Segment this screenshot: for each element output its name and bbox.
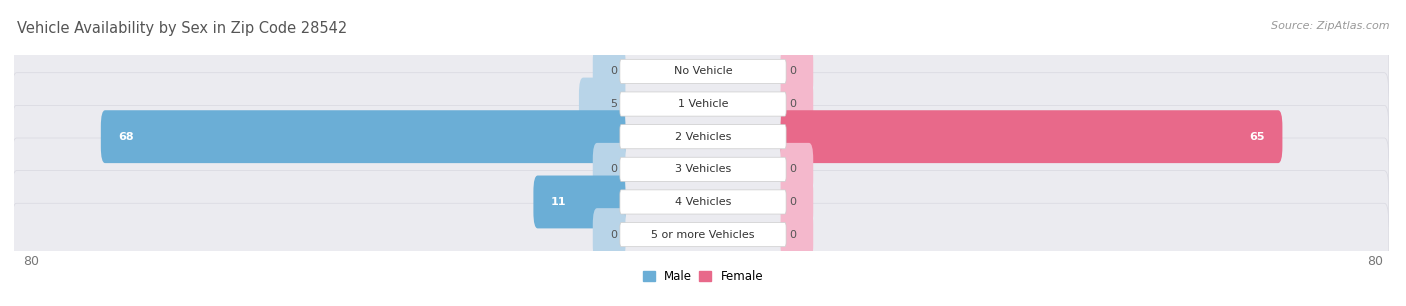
FancyBboxPatch shape — [579, 78, 626, 130]
FancyBboxPatch shape — [780, 208, 813, 261]
FancyBboxPatch shape — [620, 125, 786, 149]
Text: Source: ZipAtlas.com: Source: ZipAtlas.com — [1271, 21, 1389, 32]
Text: 65: 65 — [1250, 132, 1265, 142]
Text: 0: 0 — [789, 99, 796, 109]
FancyBboxPatch shape — [780, 78, 813, 130]
FancyBboxPatch shape — [13, 73, 1389, 135]
FancyBboxPatch shape — [620, 222, 786, 247]
Text: 3 Vehicles: 3 Vehicles — [675, 164, 731, 174]
FancyBboxPatch shape — [13, 40, 1389, 103]
Text: 4 Vehicles: 4 Vehicles — [675, 197, 731, 207]
Text: 0: 0 — [789, 197, 796, 207]
FancyBboxPatch shape — [593, 45, 626, 98]
FancyBboxPatch shape — [13, 171, 1389, 233]
Text: 0: 0 — [610, 66, 617, 76]
FancyBboxPatch shape — [780, 110, 1282, 163]
FancyBboxPatch shape — [780, 176, 813, 228]
Text: 68: 68 — [118, 132, 134, 142]
Text: 0: 0 — [610, 164, 617, 174]
Text: 80: 80 — [1367, 255, 1384, 268]
Text: Vehicle Availability by Sex in Zip Code 28542: Vehicle Availability by Sex in Zip Code … — [17, 21, 347, 36]
FancyBboxPatch shape — [620, 92, 786, 116]
FancyBboxPatch shape — [101, 110, 626, 163]
Text: 5 or more Vehicles: 5 or more Vehicles — [651, 230, 755, 240]
Text: 1 Vehicle: 1 Vehicle — [678, 99, 728, 109]
FancyBboxPatch shape — [593, 208, 626, 261]
FancyBboxPatch shape — [780, 143, 813, 196]
Text: 0: 0 — [789, 164, 796, 174]
Text: 0: 0 — [610, 230, 617, 240]
FancyBboxPatch shape — [780, 45, 813, 98]
Text: 80: 80 — [22, 255, 39, 268]
FancyBboxPatch shape — [620, 59, 786, 84]
FancyBboxPatch shape — [620, 190, 786, 214]
Text: No Vehicle: No Vehicle — [673, 66, 733, 76]
FancyBboxPatch shape — [13, 203, 1389, 266]
FancyBboxPatch shape — [13, 105, 1389, 168]
FancyBboxPatch shape — [620, 157, 786, 181]
Text: 0: 0 — [789, 66, 796, 76]
Text: 2 Vehicles: 2 Vehicles — [675, 132, 731, 142]
FancyBboxPatch shape — [13, 138, 1389, 201]
FancyBboxPatch shape — [593, 143, 626, 196]
Text: 5: 5 — [610, 99, 617, 109]
Text: 0: 0 — [789, 230, 796, 240]
FancyBboxPatch shape — [533, 176, 626, 228]
Text: 11: 11 — [551, 197, 567, 207]
Legend: Male, Female: Male, Female — [638, 266, 768, 288]
